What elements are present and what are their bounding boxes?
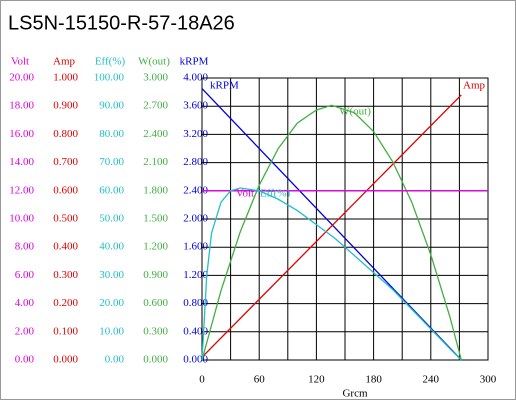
y-tick-label: 6.00 <box>15 269 35 281</box>
y-tick-label: 0.600 <box>53 184 78 196</box>
y-tick-label: 2.100 <box>143 156 168 168</box>
axis-header: Amp <box>53 56 76 68</box>
y-tick-label: 18.00 <box>9 100 34 112</box>
y-tick-label: 80.00 <box>99 128 124 140</box>
y-tick-label: 20.00 <box>99 297 124 309</box>
series-line <box>201 104 462 361</box>
y-tick-label: 0.000 <box>143 354 168 366</box>
x-tick-label: 180 <box>365 374 382 386</box>
y-tick-label: 100.00 <box>94 72 125 84</box>
y-tick-label: 30.00 <box>99 269 124 281</box>
y-tick-label: 0.600 <box>143 297 168 309</box>
y-tick-label: 0.500 <box>53 213 78 225</box>
y-tick-label: 2.00 <box>15 325 35 337</box>
y-tick-label: 40.00 <box>99 241 124 253</box>
axis-header: kRPM <box>180 56 209 68</box>
axis-header: Volt <box>11 56 29 68</box>
series-line <box>201 88 462 361</box>
series-label: Eff(%) <box>260 188 291 200</box>
x-axis-label: Grcm <box>342 388 367 400</box>
y-tick-label: 0.000 <box>53 354 78 366</box>
y-tick-label: 0.400 <box>53 241 78 253</box>
y-tick-label: 0.900 <box>53 100 78 112</box>
y-tick-label: 8.00 <box>15 241 35 253</box>
axis-header: Eff(%) <box>95 56 126 68</box>
y-tick-label: 90.00 <box>99 100 124 112</box>
y-tick-label: 0.900 <box>143 269 168 281</box>
y-tick-label: 60.00 <box>99 184 124 196</box>
x-tick-label: 300 <box>480 374 497 386</box>
x-tick-label: 0 <box>199 374 205 386</box>
y-tick-label: 0.00 <box>15 354 35 366</box>
series-label: Volt <box>236 188 254 200</box>
y-tick-label: 10.00 <box>99 325 124 337</box>
series-label: Amp <box>463 80 486 92</box>
chart-title: LS5N-15150-R-57-18A26 <box>8 12 235 34</box>
y-tick-label: 1.800 <box>143 184 168 196</box>
y-tick-label: 14.00 <box>9 156 34 168</box>
y-tick-label: 0.00 <box>105 354 125 366</box>
y-tick-label: 70.00 <box>99 156 124 168</box>
x-tick-label: 60 <box>254 374 266 386</box>
y-tick-label: 3.000 <box>143 72 168 84</box>
y-tick-label: 0.100 <box>53 325 78 337</box>
x-tick-label: 120 <box>308 374 325 386</box>
series-line <box>201 94 462 358</box>
y-tick-label: 0.300 <box>143 325 168 337</box>
x-tick-label: 240 <box>423 374 440 386</box>
y-tick-label: 1.000 <box>53 72 78 84</box>
series-label: kRPM <box>210 80 239 92</box>
y-tick-label: 2.700 <box>143 100 168 112</box>
y-tick-label: 0.200 <box>53 297 78 309</box>
y-tick-label: 1.500 <box>143 213 168 225</box>
axis-header: W(out) <box>138 56 170 68</box>
y-tick-label: 0.300 <box>53 269 78 281</box>
y-tick-label: 0.700 <box>53 156 78 168</box>
y-tick-label: 1.200 <box>143 241 168 253</box>
y-tick-label: 2.400 <box>143 128 168 140</box>
y-tick-label: 0.800 <box>53 128 78 140</box>
y-tick-label: 12.00 <box>9 184 34 196</box>
y-tick-label: 50.00 <box>99 213 124 225</box>
y-tick-label: 16.00 <box>9 128 34 140</box>
y-tick-label: 20.00 <box>9 72 34 84</box>
series-label: W(out) <box>339 106 371 118</box>
y-tick-label: 10.00 <box>9 213 34 225</box>
y-tick-label: 4.00 <box>15 297 35 309</box>
series-line <box>201 187 462 361</box>
